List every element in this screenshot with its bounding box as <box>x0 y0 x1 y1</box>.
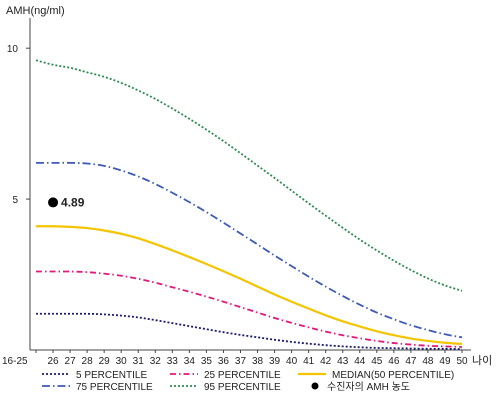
x-tick-label: 42 <box>320 356 332 367</box>
y-tick-label: 10 <box>7 44 19 55</box>
x-tick-label: 49 <box>439 356 451 367</box>
x-tick-label: 47 <box>405 356 417 367</box>
x-tick-label: 46 <box>388 356 400 367</box>
x-tick-label: 35 <box>201 356 213 367</box>
x-tick-label: 43 <box>337 356 349 367</box>
x-tick-label: 50 <box>456 356 468 367</box>
x-tick-label: 48 <box>422 356 434 367</box>
series-line-25-percentile <box>36 270 463 348</box>
x-tick-label: 39 <box>269 356 281 367</box>
x-tick-label: 26 <box>47 356 59 367</box>
y-axis-title: AMH(ng/ml) <box>6 5 65 17</box>
legend-label-median-50-percentile: MEDIAN(50 PERCENTILE) <box>332 370 454 381</box>
legend-label-95-percentile: 95 PERCENTILE <box>204 382 281 393</box>
x-tick-label: 45 <box>371 356 383 367</box>
series-line-75-percentile <box>35 161 463 339</box>
patient-amh-marker <box>48 197 59 208</box>
x-tick-label: 40 <box>286 356 298 367</box>
legend-label-25-percentile: 25 PERCENTILE <box>204 370 281 381</box>
x-tick-label: 33 <box>167 356 179 367</box>
legend-label-75-percentile: 75 PERCENTILE <box>76 382 153 393</box>
x-tick-label: 37 <box>235 356 247 367</box>
x-tick-label: 36 <box>218 356 230 367</box>
x-axis-title: 나이 <box>472 354 492 367</box>
x-tick-label: 30 <box>116 356 128 367</box>
series-line-5-percentile <box>35 312 463 350</box>
legend-label-5-percentile: 5 PERCENTILE <box>76 370 147 381</box>
x-tick-label: 28 <box>82 356 94 367</box>
x-tick-label: 29 <box>99 356 111 367</box>
x-tick-label: 41 <box>303 356 315 367</box>
x-tick-label: 38 <box>252 356 264 367</box>
legend-label-marker: 수진자의 AMH 농도 <box>327 381 410 393</box>
patient-amh-value-label: 4.89 <box>61 195 85 209</box>
x-tick-label: 34 <box>184 356 196 367</box>
x-tick-label: 27 <box>65 356 77 367</box>
y-tick-label: 5 <box>12 195 18 206</box>
x-tick-label: 31 <box>133 356 145 367</box>
x-tick-label: 16-25 <box>2 356 28 367</box>
series-line-median-50-percentile <box>35 225 463 346</box>
legend-swatch-marker <box>311 382 319 390</box>
series-line-95-percentile <box>35 59 463 292</box>
x-tick-label: 44 <box>354 356 366 367</box>
x-tick-label: 32 <box>150 356 162 367</box>
